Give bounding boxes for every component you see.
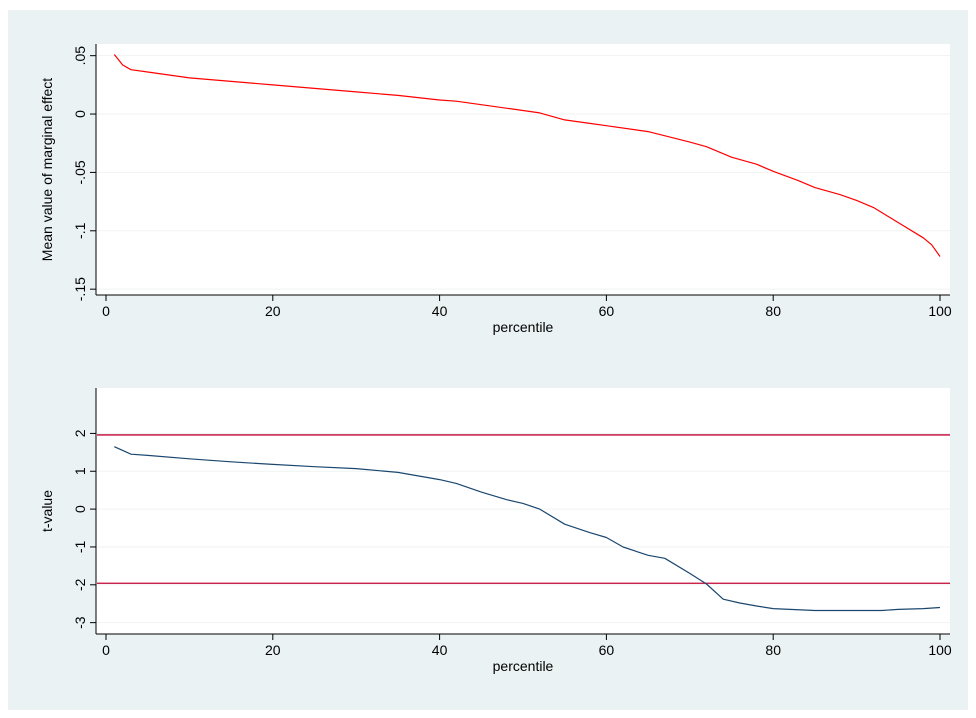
- x-tick-label-2-3: 60: [599, 642, 615, 658]
- y-tick-label-2-3: -1: [72, 541, 88, 554]
- y-tick-label-1-2: -.05: [72, 160, 88, 184]
- y-tick-label-1-4: -.15: [72, 277, 88, 301]
- x-tick-label-1-4: 80: [765, 303, 781, 319]
- y-tick-label-2-2: 0: [72, 505, 88, 513]
- x-tick-label-2-0: 0: [102, 642, 110, 658]
- y-tick-label-2-1: 1: [72, 467, 88, 475]
- x-tick-label-1-0: 0: [102, 303, 110, 319]
- x-tick-label-2-5: 100: [928, 642, 952, 658]
- x-tick-label-1-1: 20: [265, 303, 281, 319]
- x-tick-label-2-2: 40: [432, 642, 448, 658]
- x-tick-label-1-2: 40: [432, 303, 448, 319]
- plot-area-1: [96, 44, 950, 295]
- y-tick-label-1-0: .05: [72, 46, 88, 66]
- plot-area-2: [96, 388, 950, 634]
- y-tick-label-1-1: 0: [72, 110, 88, 118]
- y-axis-title-1: Mean value of marginal effect: [39, 78, 55, 262]
- y-tick-label-2-4: -2: [72, 578, 88, 591]
- y-tick-label-2-0: 2: [72, 429, 88, 437]
- x-axis-title-1: percentile: [493, 319, 554, 335]
- x-tick-label-1-3: 60: [599, 303, 615, 319]
- y-tick-label-2-5: -3: [72, 616, 88, 629]
- y-axis-title-2: t-value: [39, 490, 55, 532]
- x-axis-title-2: percentile: [493, 658, 554, 674]
- figure-background: 0 20 40 60 80 100.05 0 -.05 -.1 -.15 percentile Mea…: [8, 10, 968, 710]
- x-tick-label-2-4: 80: [765, 642, 781, 658]
- x-tick-label-1-5: 100: [928, 303, 952, 319]
- y-tick-label-1-3: -.1: [72, 222, 88, 239]
- series-line-1-0: [113, 54, 941, 257]
- x-tick-label-2-1: 20: [265, 642, 281, 658]
- chart-svg: 0 20 40 60 80 100.050-.05-.1-.15percentileMea…: [39, 44, 952, 674]
- series-line-2-0: [114, 446, 941, 612]
